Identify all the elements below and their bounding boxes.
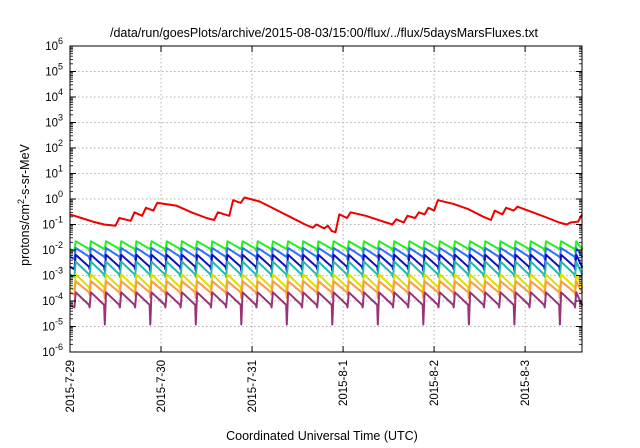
y-tick-label: 10-4 bbox=[42, 291, 63, 308]
y-axis-label: protons/cm2-s-sr-MeV bbox=[16, 143, 32, 265]
y-tick-label: 102 bbox=[45, 138, 63, 155]
series-line-7 bbox=[69, 280, 583, 300]
y-tick-label: 104 bbox=[45, 87, 63, 104]
series-line-2 bbox=[69, 240, 583, 253]
series-line-5 bbox=[69, 260, 583, 278]
grid-lines bbox=[70, 46, 582, 352]
x-tick-label: 2015-7-30 bbox=[156, 360, 168, 412]
x-tick-label: 2015-8-1 bbox=[338, 360, 350, 406]
y-tick-label: 100 bbox=[45, 189, 63, 206]
y-tick-label: 10-5 bbox=[42, 317, 63, 334]
series-line-3 bbox=[69, 247, 583, 261]
x-tick-label: 2015-7-29 bbox=[65, 360, 77, 412]
y-tick-label: 103 bbox=[45, 113, 63, 130]
y-tick-label: 101 bbox=[45, 164, 63, 181]
y-tick-labels: 10-6 10-5 10-4 10-3 10-2 10-1 100 101 102 103 104 1… bbox=[42, 36, 63, 359]
x-tick-label: 2015-7-31 bbox=[247, 360, 259, 412]
series-line-1 bbox=[69, 196, 583, 234]
y-tick-label: 10-3 bbox=[42, 266, 63, 283]
x-axis-label: Coordinated Universal Time (UTC) bbox=[226, 429, 418, 443]
y-tick-label: 106 bbox=[45, 36, 63, 53]
x-tick-label: 2015-8-2 bbox=[429, 360, 441, 406]
x-tick-label: 2015-8-3 bbox=[520, 360, 532, 406]
y-tick-label: 10-2 bbox=[42, 240, 63, 257]
series-layer bbox=[69, 196, 583, 326]
axis-ticks bbox=[69, 45, 582, 353]
y-tick-label: 10-1 bbox=[42, 215, 63, 232]
series-line-8 bbox=[69, 291, 583, 326]
y-tick-label: 10-6 bbox=[42, 342, 63, 359]
x-tick-labels: 2015-7-29 2015-7-30 2015-7-31 2015-8-1 2015-… bbox=[65, 360, 532, 412]
chart-title: /data/run/goesPlots/archive/2015-08-03/1… bbox=[110, 26, 539, 40]
y-tick-label: 105 bbox=[45, 62, 63, 79]
